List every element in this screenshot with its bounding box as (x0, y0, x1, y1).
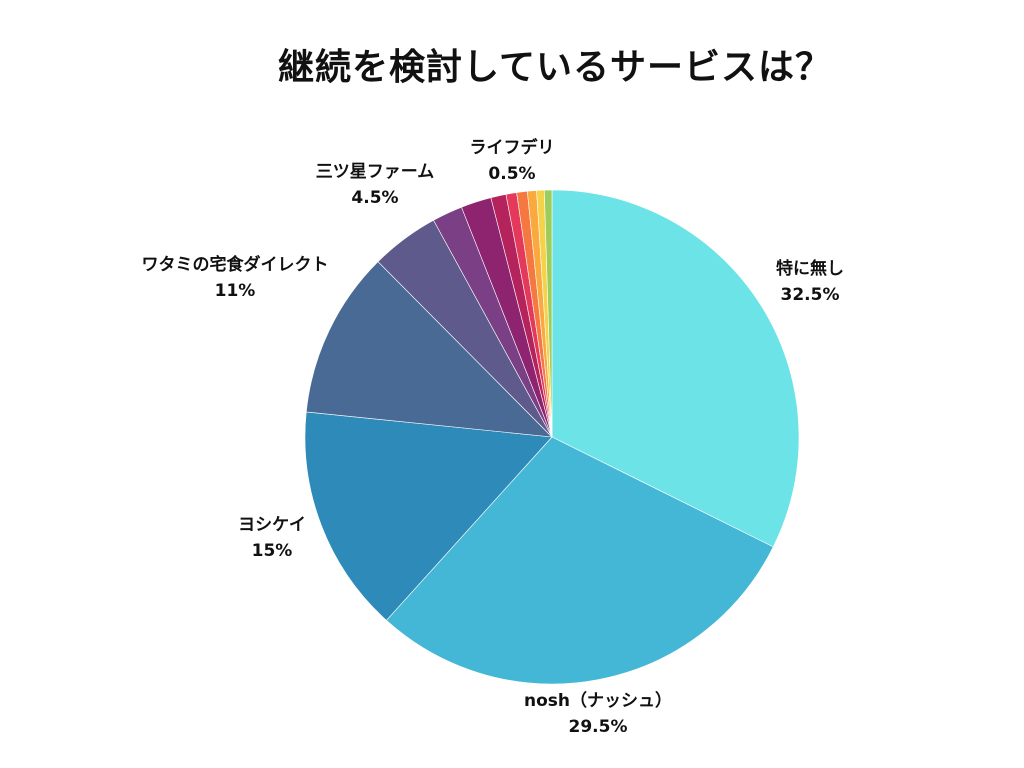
slice-label-text: ワタミの宅食ダイレクト (141, 255, 329, 275)
slice-label-text: ヨシケイ (238, 515, 306, 535)
pie-slice-3 (305, 261, 553, 438)
chart-title: 継続を検討しているサービスは？ (278, 47, 832, 88)
slice-label-text: 特に無し (776, 259, 844, 279)
slice-value-text: 0.5% (488, 164, 536, 184)
slice-value-text: 15% (251, 541, 293, 561)
pie-slice-1 (386, 436, 774, 685)
slice-value-text: 32.5% (780, 285, 840, 305)
slice-label-lifedeli: ライフデリ 0.5% (470, 135, 555, 187)
pie-slice-2 (304, 411, 553, 621)
slice-value-text: 4.5% (351, 188, 399, 208)
slice-label-yoshikei: ヨシケイ 15% (238, 512, 306, 564)
slice-label-text: 三ツ星ファーム (315, 162, 435, 182)
slice-label-mitsuboshi: 三ツ星ファーム 4.5% (316, 159, 435, 211)
pie-slice-0 (551, 189, 800, 548)
slice-label-特に無し: 特に無し 32.5% (776, 256, 844, 308)
slice-value-text: 29.5% (568, 717, 628, 737)
pie-slice-12 (543, 189, 553, 438)
slice-value-text: 11% (214, 281, 256, 301)
slice-label-text: nosh（ナッシュ） (523, 691, 673, 711)
slice-label-watami: ワタミの宅食ダイレクト 11% (142, 252, 329, 304)
slice-label-nosh: nosh（ナッシュ） 29.5% (524, 688, 672, 740)
slice-label-text: ライフデリ (469, 138, 555, 158)
